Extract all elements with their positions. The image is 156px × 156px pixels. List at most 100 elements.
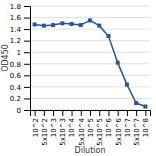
x-tick-label: 10^7: [124, 118, 132, 137]
point: [143, 105, 147, 109]
grid: [30, 6, 150, 110]
x-tick-label: 5x10^6: [115, 117, 123, 145]
marks: [33, 18, 148, 108]
x-tick: 5x10^7: [133, 110, 141, 146]
x-tick-mark: [108, 110, 109, 116]
point: [88, 18, 92, 22]
point: [125, 83, 129, 87]
point: [33, 22, 37, 26]
point: [97, 24, 101, 28]
grid-line: [30, 40, 150, 41]
y-axis-title: OD450: [1, 44, 10, 72]
y-tick-label: 0.8: [10, 61, 21, 69]
point: [51, 23, 55, 27]
x-tick-mark: [44, 110, 45, 116]
y-tick-mark: [24, 52, 30, 53]
y-tick: 0.4: [10, 84, 30, 92]
y-tick-mark: [24, 18, 30, 19]
y-tick-label: 1.2: [10, 37, 21, 45]
x-tick-label: 10^5: [87, 118, 95, 137]
grid-line: [30, 29, 150, 30]
x-tick: 5x10^4: [78, 110, 86, 146]
x-tick-label: 10^3: [50, 118, 58, 137]
x-tick-mark: [136, 110, 137, 116]
y-tick: 1.4: [10, 26, 30, 34]
x-axis-title: Dilution: [75, 146, 106, 155]
x-axis-line: [31, 111, 151, 117]
x-tick-label: 5x10^2: [41, 118, 49, 146]
y-tick-mark: [24, 98, 30, 99]
x-axis: 10^25x10^210^35x10^310^45x10^410^55x10^5…: [31, 110, 151, 146]
x-tick-label: 5x10^7: [133, 118, 141, 146]
y-tick-label: 1.4: [10, 26, 22, 34]
x-tick-label: 10^6: [105, 117, 113, 137]
x-tick-mark: [35, 110, 36, 116]
y-tick: 1.6: [10, 14, 30, 22]
x-tick-label: 5x10^4: [78, 117, 86, 145]
x-tick-label: 10^8: [142, 118, 150, 137]
x-tick-label: 5x10^5: [96, 118, 104, 146]
grid-line: [30, 6, 150, 7]
point: [134, 101, 138, 105]
y-tick-mark: [24, 110, 30, 111]
grid-line: [30, 75, 150, 76]
y-tick: 0.2: [10, 95, 30, 103]
grid-line: [30, 98, 150, 99]
y-tick: 0: [17, 107, 30, 115]
line: [35, 20, 146, 106]
y-tick: 1: [17, 49, 30, 57]
y-tick: 1.2: [10, 37, 30, 45]
x-tick-mark: [81, 110, 82, 116]
x-tick-label: 5x10^3: [59, 118, 67, 146]
y-tick-label: 1.8: [10, 3, 21, 11]
x-tick: 10^7: [124, 110, 132, 137]
x-tick-mark: [118, 110, 119, 116]
x-tick-mark: [90, 110, 91, 116]
x-tick-mark: [62, 110, 63, 116]
y-tick-label: 0.4: [10, 84, 22, 92]
chart: 0 0.2 0.4 0.6 0.8 1 1.2 1.4 1.6 1.8 10^25x10^210^3…: [0, 0, 156, 156]
x-tick: 10^2: [32, 110, 40, 137]
grid-line: [30, 17, 150, 18]
plot: 0 0.2 0.4 0.6 0.8 1 1.2 1.4 1.6 1.8 10^25x10^210^3…: [10, 3, 151, 146]
y-tick: 0.8: [10, 61, 30, 69]
x-tick: 5x10^3: [59, 110, 67, 146]
y-tick-mark: [24, 29, 30, 30]
y-tick-label: 1: [17, 49, 21, 57]
grid-line: [30, 63, 150, 64]
y-axis-line: [24, 7, 31, 111]
grid-line: [30, 86, 150, 87]
point: [70, 22, 74, 26]
x-tick-mark: [72, 110, 73, 116]
y-axis: 0 0.2 0.4 0.6 0.8 1 1.2 1.4 1.6 1.8: [10, 3, 31, 115]
y-tick-label: 0.2: [10, 95, 21, 103]
x-tick-label: 10^2: [32, 118, 40, 137]
y-tick-mark: [24, 6, 30, 7]
x-tick-label: 10^4: [68, 117, 76, 137]
point: [116, 61, 120, 65]
x-tick-mark: [99, 110, 100, 116]
point: [42, 24, 46, 28]
point: [106, 34, 110, 38]
x-tick: 10^6: [105, 110, 113, 137]
y-tick: 0.6: [10, 72, 30, 80]
point: [79, 23, 83, 27]
y-tick-mark: [24, 75, 30, 76]
grid-line: [30, 52, 150, 53]
y-tick-label: 0: [17, 107, 21, 115]
x-tick: 5x10^2: [41, 110, 49, 146]
y-tick-label: 0.6: [10, 72, 22, 80]
x-tick-mark: [53, 110, 54, 116]
y-tick: 1.8: [10, 3, 30, 11]
x-tick: 10^8: [142, 110, 150, 137]
x-tick: 5x10^5: [96, 110, 104, 146]
y-tick-mark: [24, 64, 30, 65]
x-tick-mark: [145, 110, 146, 116]
y-tick-label: 1.6: [10, 14, 22, 22]
point: [60, 21, 64, 25]
x-tick: 5x10^6: [115, 110, 123, 146]
y-tick-mark: [24, 87, 30, 88]
y-tick-mark: [24, 41, 30, 42]
x-tick: 10^5: [87, 110, 95, 137]
x-tick: 10^4: [68, 110, 76, 137]
